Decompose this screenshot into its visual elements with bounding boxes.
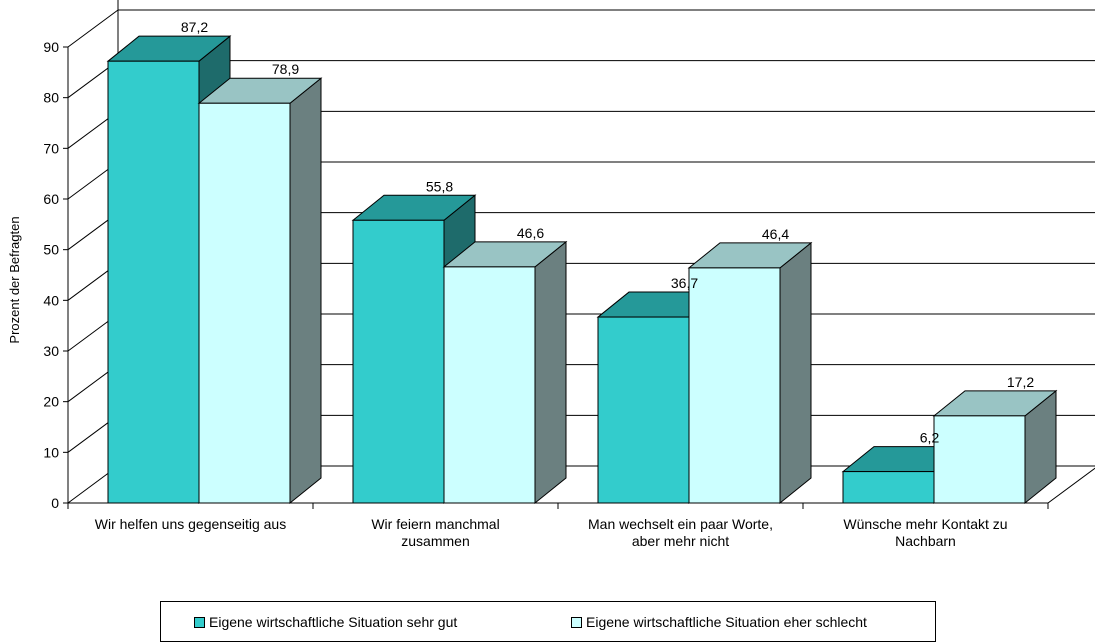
legend-item-1: Eigene wirtschaftliche Situation eher sc…: [571, 614, 867, 630]
bar-front: [688, 267, 781, 504]
legend-label-0: Eigene wirtschaftliche Situation sehr gu…: [209, 614, 458, 630]
bar-side: [289, 77, 322, 505]
x-axis: Wir helfen uns gegenseitig aus Wir feiern…: [67, 502, 1049, 549]
bar-2-1: [687, 241, 813, 505]
bar-side: [779, 241, 812, 505]
y-tick-label: 50: [43, 242, 59, 258]
legend-swatch-1: [571, 616, 582, 628]
y-tick-label: 90: [43, 39, 59, 55]
data-label-0-0: 87,2: [181, 19, 208, 35]
y-tick-label: 70: [43, 140, 59, 156]
x-tick-label-2: Man wechselt ein paar Worte, aber mehr ni…: [588, 516, 773, 549]
legend-swatch-0: [194, 616, 205, 628]
data-labels: 87,2 78,9 55,8 46,6 36,7 46,4 6,2 17,2: [181, 19, 1034, 445]
bar-front: [443, 266, 536, 504]
y-tick-label: 30: [43, 343, 59, 359]
x-tick-label-1: Wir feiern manchmal zusammen: [371, 516, 499, 549]
y-tick-label: 60: [43, 191, 59, 207]
gridline-side: [67, 9, 119, 48]
x-tick-label-3: Wünsche mehr Kontakt zu Nachbarn: [843, 516, 1007, 549]
x-tick-label-0: Wir helfen uns gegenseitig aus: [95, 516, 286, 532]
bar-side: [534, 240, 567, 505]
bars: [106, 35, 1058, 505]
bar-front: [107, 60, 200, 504]
data-label-3-1: 17,2: [1007, 374, 1034, 390]
bar-front: [597, 316, 690, 504]
legend-item-0: Eigene wirtschaftliche Situation sehr gu…: [194, 614, 457, 630]
bar-front: [352, 219, 445, 504]
y-tick-label: 10: [43, 444, 59, 460]
bar-front: [842, 471, 935, 504]
bar-0-1: [197, 77, 323, 505]
data-label-0-1: 78,9: [272, 61, 299, 77]
y-tick-label: 40: [43, 292, 59, 308]
legend: Eigene wirtschaftliche Situation sehr gu…: [160, 601, 936, 642]
bar-3-1: [932, 389, 1058, 505]
data-label-2-0: 36,7: [671, 275, 698, 291]
bar-1-1: [442, 240, 568, 505]
data-label-1-0: 55,8: [426, 178, 453, 194]
data-label-3-0: 6,2: [920, 430, 940, 446]
legend-label-1: Eigene wirtschaftliche Situation eher sc…: [586, 614, 867, 630]
bar-front: [933, 415, 1026, 504]
bar-front: [198, 102, 291, 504]
y-tick-label: 0: [51, 495, 59, 511]
y-tick-label: 80: [43, 90, 59, 106]
y-axis: 0 10 20 30 40 50 60 70 80 90: [43, 39, 69, 511]
data-label-2-1: 46,4: [762, 226, 789, 242]
y-axis-title: Prozent der Befragten: [7, 216, 22, 343]
data-label-1-1: 46,6: [517, 225, 544, 241]
y-tick-label: 20: [43, 394, 59, 410]
